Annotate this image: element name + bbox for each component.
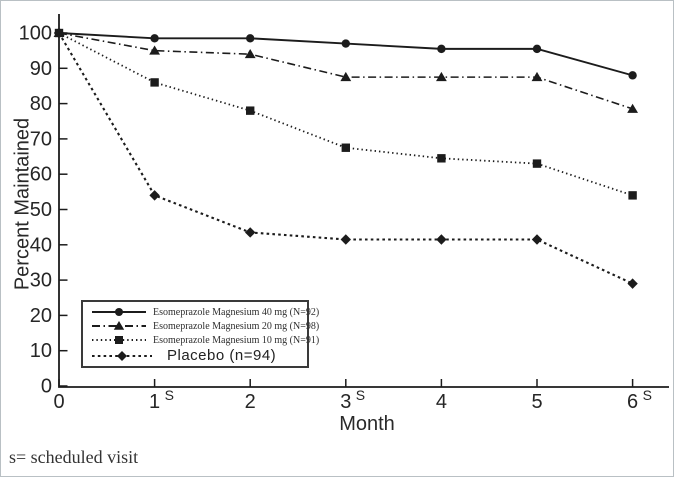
legend-label: Esomeprazole Magnesium 10 mg (N=91) <box>153 334 320 346</box>
x-tick-label: 0 <box>53 391 64 413</box>
circle-marker-point <box>150 34 159 43</box>
legend-label: Placebo (n=94) <box>167 347 277 364</box>
diamond-marker-point <box>436 234 447 245</box>
legend-swatch-solid-circle-icon <box>92 308 146 316</box>
legend: Esomeprazole Magnesium 40 mg (N=92) Esom… <box>81 300 319 368</box>
x-tick-label: 4 <box>436 391 447 413</box>
x-tick-label: 3 <box>340 391 351 413</box>
y-tick-label: 10 <box>30 340 52 362</box>
series-line-circle <box>58 32 633 77</box>
circle-marker-point <box>246 34 255 43</box>
square-marker-point <box>150 78 159 87</box>
y-tick-label: 100 <box>19 23 52 45</box>
y-tick-label: 30 <box>30 270 52 292</box>
square-marker-point <box>246 106 255 115</box>
square-marker-legend <box>115 336 123 344</box>
circle-marker-point <box>628 71 637 80</box>
y-tick-label: 70 <box>30 128 52 150</box>
series-line-square <box>58 32 633 197</box>
series-line-diamond <box>58 32 634 285</box>
x-tick-label: 2 <box>245 391 256 413</box>
triangle-marker-point <box>244 48 256 59</box>
legend-swatch-dotted-diamond-icon <box>92 350 152 361</box>
y-tick-label: 90 <box>30 58 52 80</box>
legend-item: Placebo (n=94) <box>91 347 303 364</box>
triangle-marker-point <box>149 45 160 55</box>
y-tick-label: 50 <box>30 199 52 221</box>
triangle-marker-point <box>436 71 447 82</box>
triangle-marker-legend <box>113 321 125 330</box>
legend-swatch-densedot-square-icon <box>92 336 146 344</box>
scheduled-visit-footnote: s= scheduled visit <box>9 447 139 467</box>
y-tick-label: 20 <box>30 305 52 327</box>
triangle-marker-point <box>340 71 352 82</box>
x-tick-label: 6 <box>627 391 638 413</box>
square-marker-point <box>437 154 446 163</box>
circle-marker-legend <box>115 308 123 316</box>
x-tick-label: 1 <box>149 391 160 413</box>
square-marker-point <box>532 159 542 168</box>
y-tick-label: 40 <box>30 234 52 256</box>
scheduled-visit-superscript: S <box>643 387 652 403</box>
y-axis-title: Percent Maintained <box>11 117 34 291</box>
x-tick-label: 5 <box>531 391 542 413</box>
triangle-marker-point <box>627 103 638 113</box>
y-tick-label: 80 <box>30 93 52 115</box>
legend-item: Esomeprazole Magnesium 20 mg (N=98) <box>91 319 319 333</box>
diamond-marker-point <box>627 278 638 289</box>
diamond-marker-point <box>245 227 256 238</box>
scheduled-visit-superscript: S <box>356 387 365 403</box>
axes <box>58 14 669 388</box>
square-marker-point <box>341 143 350 152</box>
triangle-marker-point <box>531 71 543 82</box>
circle-marker-point <box>341 39 350 48</box>
diamond-marker-legend <box>117 350 127 361</box>
y-tick-label: 0 <box>41 376 52 398</box>
x-axis-title: Month <box>339 413 395 435</box>
diamond-marker-point <box>340 234 351 245</box>
diamond-marker-point <box>531 234 543 245</box>
scheduled-visit-superscript: S <box>165 387 174 403</box>
legend-item: Esomeprazole Magnesium 10 mg (N=91) <box>91 333 319 347</box>
legend-label: Esomeprazole Magnesium 20 mg (N=98) <box>153 320 320 332</box>
square-marker-point <box>628 191 637 200</box>
legend-label: Esomeprazole Magnesium 40 mg (N=92) <box>153 306 320 318</box>
y-tick-label: 60 <box>30 164 52 186</box>
circle-marker-point <box>532 44 542 54</box>
legend-item: Esomeprazole Magnesium 40 mg (N=92) <box>91 305 319 319</box>
circle-marker-point <box>437 44 446 54</box>
legend-swatch-dashdot-triangle-icon <box>92 321 146 330</box>
diamond-marker-point <box>53 27 65 39</box>
diamond-marker-point <box>149 190 160 201</box>
